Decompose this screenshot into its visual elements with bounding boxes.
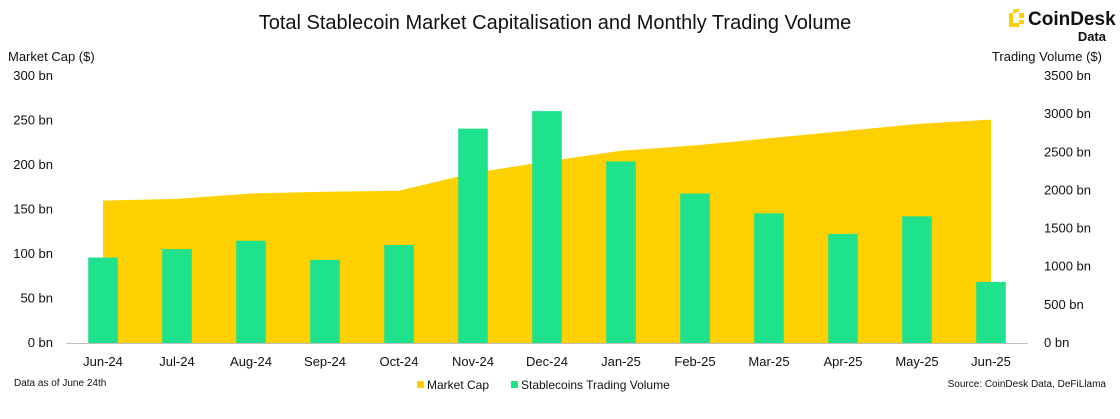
coindesk-logo: CoinDesk Data — [1009, 9, 1116, 44]
right-axis-title: Trading Volume ($) — [992, 49, 1102, 64]
x-tick-label: May-25 — [895, 354, 938, 369]
x-axis-ticks: Jun-24 Jul-24 Aug-24 Sep-24 Oct-24 Nov-24 Dec-… — [83, 354, 1011, 369]
trading-volume-bar — [680, 193, 710, 343]
legend-swatch-market-cap — [417, 381, 424, 388]
legend-label-trading-volume: Stablecoins Trading Volume — [521, 378, 670, 392]
trading-volume-bar — [828, 233, 858, 343]
left-tick-label: 200 bn — [13, 157, 53, 172]
right-tick-label: 3000 bn — [1044, 106, 1091, 121]
trading-volume-bar — [902, 216, 932, 343]
x-tick-label: Feb-25 — [674, 354, 715, 369]
left-tick-label: 250 bn — [13, 113, 53, 128]
trading-volume-bar — [310, 259, 340, 343]
right-tick-label: 1500 bn — [1044, 221, 1091, 236]
trading-volume-bars-layer — [88, 111, 1006, 343]
left-tick-label: 300 bn — [13, 68, 53, 83]
left-axis-title: Market Cap ($) — [8, 49, 95, 64]
left-axis-ticks: 0 bn 50 bn 100 bn 150 bn 200 bn 250 bn 300 bn — [13, 68, 53, 350]
x-tick-label: Mar-25 — [748, 354, 789, 369]
data-as-of-note: Data as of June 24th — [14, 378, 106, 389]
trading-volume-bar — [88, 257, 118, 343]
trading-volume-bar — [384, 244, 414, 343]
left-tick-label: 50 bn — [20, 291, 53, 306]
x-tick-label: Nov-24 — [452, 354, 494, 369]
trading-volume-bar — [236, 240, 266, 343]
legend-label-market-cap: Market Cap — [427, 378, 489, 392]
left-tick-label: 100 bn — [13, 246, 53, 261]
left-tick-label: 150 bn — [13, 202, 53, 217]
right-tick-label: 1000 bn — [1044, 259, 1091, 274]
right-tick-label: 2500 bn — [1044, 144, 1091, 159]
logo-brand-sub: Data — [1078, 29, 1107, 44]
x-tick-label: Jan-25 — [601, 354, 641, 369]
coindesk-logo-icon — [1009, 9, 1024, 27]
chart-title: Total Stablecoin Market Capitalisation a… — [259, 12, 852, 34]
trading-volume-bar — [976, 281, 1006, 343]
x-tick-label: Sep-24 — [304, 354, 346, 369]
trading-volume-bar — [162, 249, 192, 343]
source-note: Source: CoinDesk Data, DeFiLlama — [948, 379, 1107, 390]
x-tick-label: Dec-24 — [526, 354, 568, 369]
legend: Market Cap Stablecoins Trading Volume — [417, 378, 670, 392]
x-tick-label: Apr-25 — [823, 354, 862, 369]
trading-volume-bar — [754, 213, 784, 343]
logo-brand-name: CoinDesk — [1028, 9, 1116, 30]
right-tick-label: 2000 bn — [1044, 182, 1091, 197]
trading-volume-bar — [458, 128, 488, 343]
right-axis-ticks: 0 bn 500 bn 1000 bn 1500 bn 2000 bn 2500 bn 30… — [1044, 68, 1091, 350]
x-tick-label: Jun-24 — [83, 354, 123, 369]
trading-volume-bar — [532, 111, 562, 343]
trading-volume-bar — [606, 161, 636, 343]
x-tick-label: Oct-24 — [379, 354, 418, 369]
left-tick-label: 0 bn — [28, 335, 53, 350]
legend-swatch-trading-volume — [511, 381, 518, 388]
x-tick-label: Jun-25 — [971, 354, 1011, 369]
right-tick-label: 500 bn — [1044, 297, 1084, 312]
x-tick-label: Jul-24 — [159, 354, 194, 369]
x-tick-label: Aug-24 — [230, 354, 272, 369]
right-tick-label: 3500 bn — [1044, 68, 1091, 83]
right-tick-label: 0 bn — [1044, 335, 1069, 350]
